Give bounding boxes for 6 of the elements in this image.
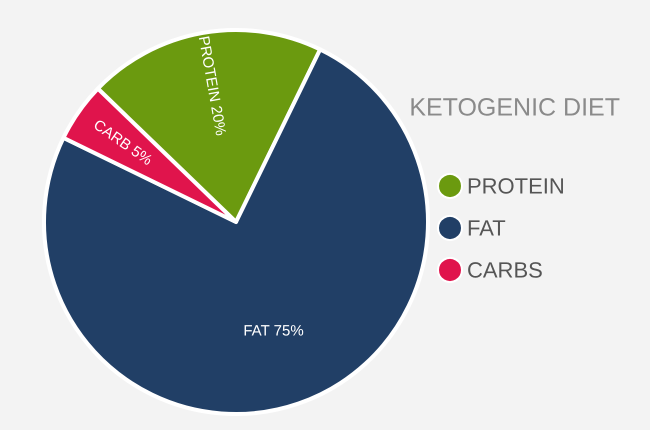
text: KETOGENIC DIET bbox=[409, 94, 620, 122]
data-label: PROTEIN 20% bbox=[194, 34, 230, 138]
data-label: FAT 75% bbox=[243, 322, 304, 340]
legend-label: PROTEIN bbox=[467, 174, 565, 198]
legend-label: CARBS bbox=[467, 258, 543, 282]
legend-label: FAT bbox=[467, 216, 506, 240]
